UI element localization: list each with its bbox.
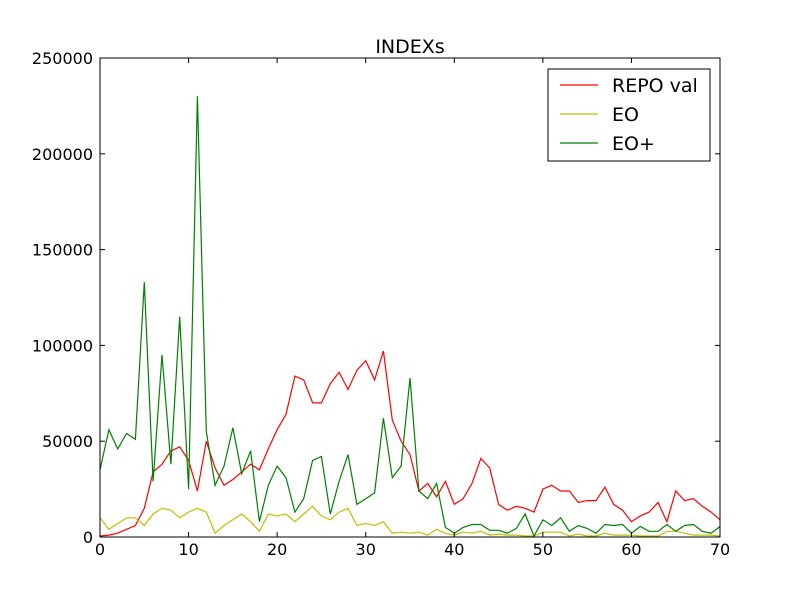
x-tick-label-0: 0 <box>95 540 105 559</box>
x-axis: 0 10 20 30 40 50 60 70 <box>95 58 730 559</box>
x-tick-label-1: 10 <box>178 540 198 559</box>
legend-label-0: REPO val <box>612 75 698 97</box>
y-tick-label-5: 250000 <box>32 49 93 68</box>
x-tick-label-7: 70 <box>710 540 730 559</box>
legend-label-2: EO+ <box>612 133 655 155</box>
y-axis: 0 50000 100000 150000 200000 250000 <box>32 49 720 547</box>
x-tick-label-3: 30 <box>356 540 376 559</box>
y-tick-label-4: 200000 <box>32 145 93 164</box>
plot-frame <box>99 57 721 538</box>
chart-title: INDEXs <box>375 36 444 58</box>
series-line-0 <box>99 350 721 537</box>
legend-label-1: EO <box>612 104 639 126</box>
x-tick-label-6: 60 <box>621 540 641 559</box>
y-tick-label-2: 100000 <box>32 336 93 355</box>
x-tick-label-2: 20 <box>267 540 287 559</box>
y-tick-label-3: 150000 <box>32 241 93 260</box>
y-tick-label-0: 0 <box>83 528 93 547</box>
series-line-1 <box>99 505 721 537</box>
legend: REPO val EO EO+ <box>547 68 711 162</box>
y-tick-label-1: 50000 <box>42 432 93 451</box>
series-layer <box>99 96 721 538</box>
x-tick-label-4: 40 <box>444 540 464 559</box>
x-tick-label-5: 50 <box>533 540 553 559</box>
legend-box <box>547 68 711 162</box>
series-line-2 <box>99 96 721 538</box>
